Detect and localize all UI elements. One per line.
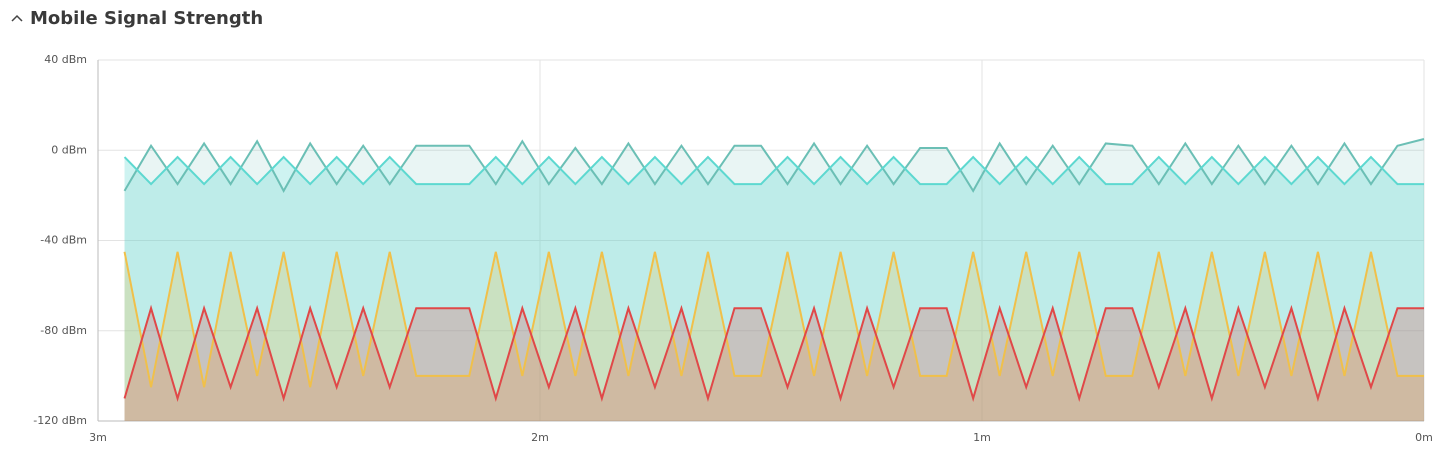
series-line	[123, 155, 1424, 186]
area-fill	[124, 251, 1424, 421]
section-title: Mobile Signal Strength	[30, 7, 264, 29]
x-tick-label: 3m	[89, 431, 107, 444]
y-tick-label: 40 dBm	[44, 53, 87, 66]
x-tick-label: 0m	[1415, 431, 1433, 444]
y-tick-label: -40 dBm	[40, 234, 87, 247]
y-tick-label: -120 dBm	[33, 414, 87, 427]
y-tick-label: 0 dBm	[51, 143, 87, 156]
y-tick-label: -80 dBm	[40, 324, 87, 337]
area-fill	[124, 138, 1424, 421]
section-header[interactable]: Mobile Signal Strength	[0, 0, 263, 36]
x-tick-label: 2m	[531, 431, 549, 444]
area-fill	[124, 157, 1424, 422]
series-line	[123, 304, 1424, 402]
area-fill	[124, 308, 1424, 421]
series-line	[123, 138, 1425, 193]
series-line	[123, 251, 1424, 388]
collapse-chevron[interactable]	[0, 8, 24, 28]
x-tick-label: 1m	[973, 431, 991, 444]
